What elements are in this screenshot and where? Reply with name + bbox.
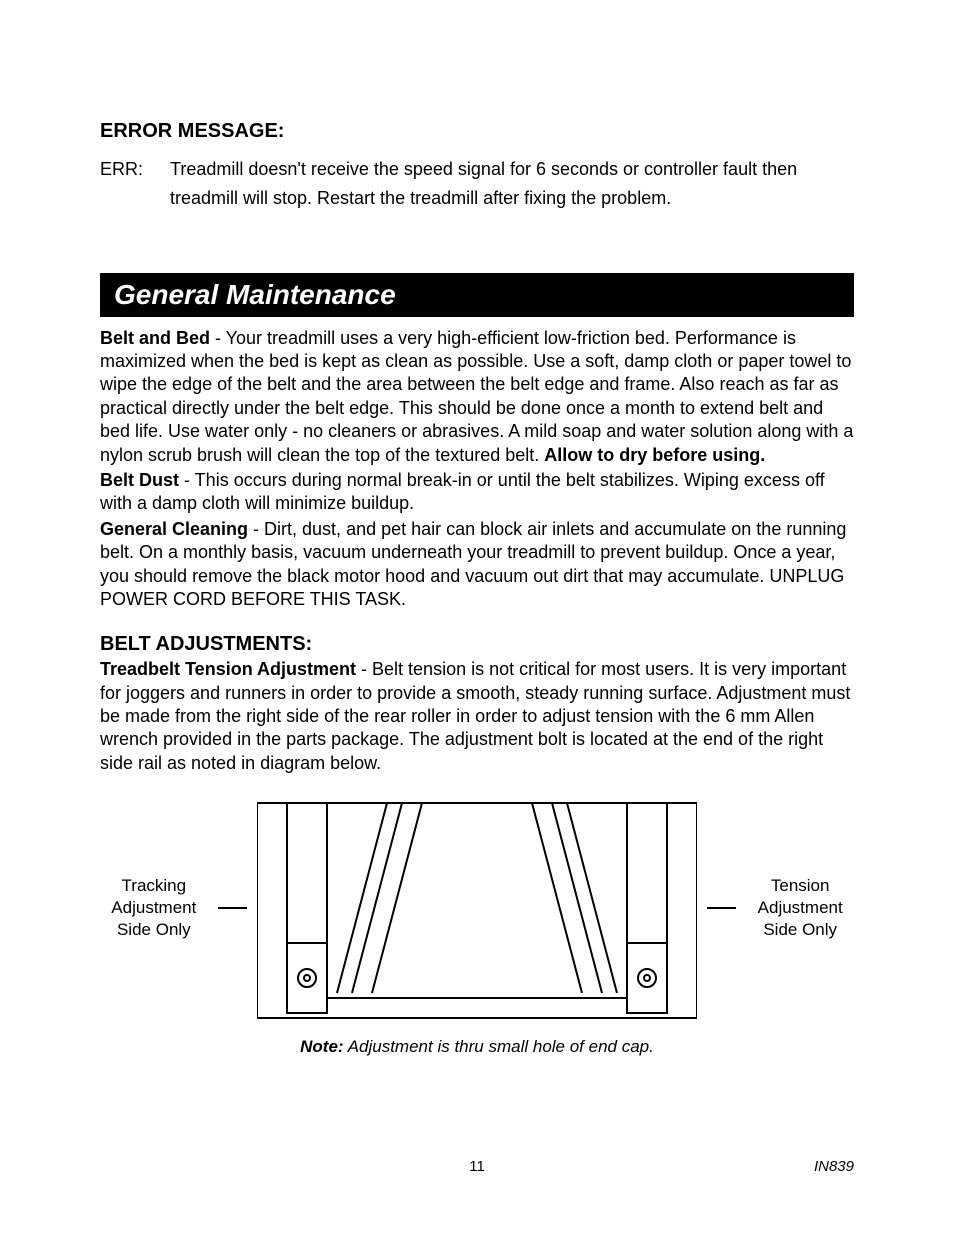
page-footer: 11 IN839 [100, 1158, 854, 1175]
error-text: Treadmill doesn't receive the speed sign… [170, 155, 854, 213]
tension-para: Treadbelt Tension Adjustment - Belt tens… [100, 658, 854, 775]
page-number: 11 [469, 1158, 485, 1175]
error-row: ERR: Treadmill doesn't receive the speed… [100, 155, 854, 213]
belt-dust-text: - This occurs during normal break-in or … [100, 470, 825, 513]
left-label-3: Side Only [117, 920, 191, 939]
belt-adjust-heading: BELT ADJUSTMENTS: [100, 633, 854, 656]
belt-bed-para: Belt and Bed - Your treadmill uses a ver… [100, 327, 854, 467]
general-clean-para: General Cleaning - Dirt, dust, and pet h… [100, 518, 854, 612]
right-connector [707, 907, 736, 909]
right-label-3: Side Only [763, 920, 837, 939]
diagram-note: Note: Adjustment is thru small hole of e… [100, 1037, 854, 1057]
treadmill-diagram [257, 793, 697, 1023]
belt-dust-label: Belt Dust [100, 470, 179, 490]
error-label: ERR: [100, 155, 170, 213]
right-label-2: Adjustment [758, 898, 843, 917]
left-label: Tracking Adjustment Side Only [100, 875, 208, 941]
right-label-1: Tension [771, 876, 830, 895]
note-label: Note: [300, 1037, 343, 1056]
doc-id: IN839 [814, 1158, 854, 1175]
section-banner: General Maintenance [100, 273, 854, 317]
allow-dry: Allow to dry before using. [544, 445, 765, 465]
belt-dust-para: Belt Dust - This occurs during normal br… [100, 469, 854, 516]
note-text: Adjustment is thru small hole of end cap… [344, 1037, 654, 1056]
left-connector [218, 907, 247, 909]
page-content: ERROR MESSAGE: ERR: Treadmill doesn't re… [0, 0, 954, 1117]
right-label: Tension Adjustment Side Only [746, 875, 854, 941]
diagram-row: Tracking Adjustment Side Only [100, 793, 854, 1023]
error-heading: ERROR MESSAGE: [100, 120, 854, 143]
tension-label: Treadbelt Tension Adjustment [100, 659, 356, 679]
left-label-2: Adjustment [111, 898, 196, 917]
belt-bed-label: Belt and Bed [100, 328, 210, 348]
left-label-1: Tracking [122, 876, 187, 895]
general-clean-label: General Cleaning [100, 519, 248, 539]
